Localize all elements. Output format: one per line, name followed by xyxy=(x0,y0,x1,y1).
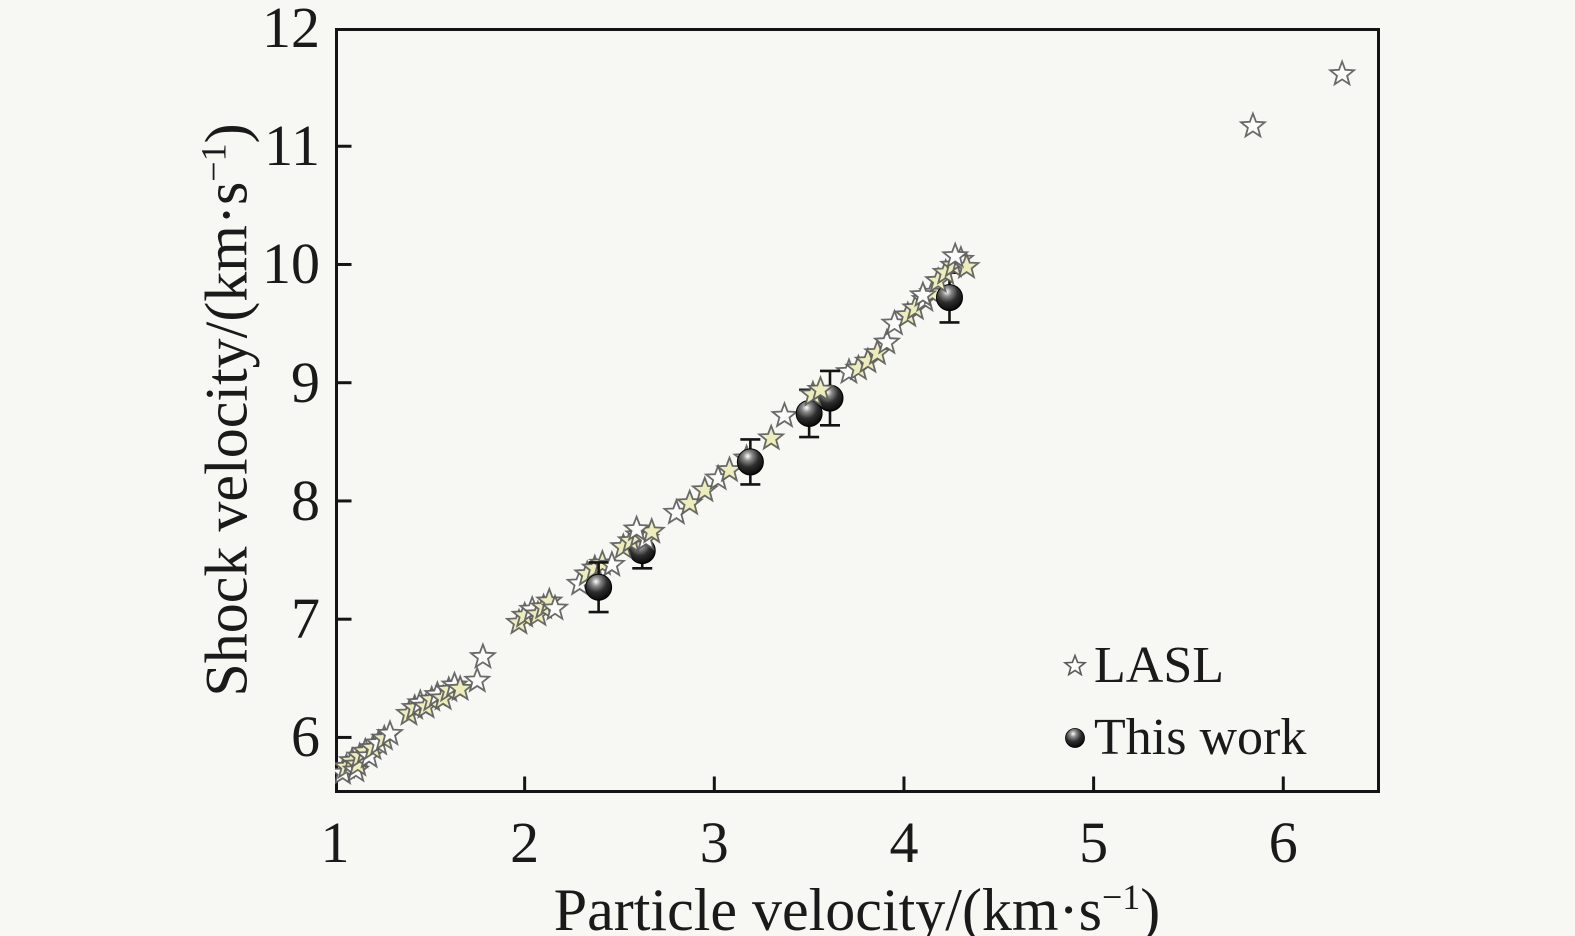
x-tick-label: 4 xyxy=(889,810,919,875)
lasl-star-marker xyxy=(940,241,970,269)
lasl-star-marker xyxy=(806,374,835,402)
x-axis-title-suffix: ) xyxy=(1140,877,1161,936)
legend-item-this-work: This work xyxy=(1062,702,1306,774)
lasl-star-marker xyxy=(1238,111,1268,139)
x-tick-label: 1 xyxy=(320,810,350,875)
lasl-star-marker xyxy=(597,549,627,577)
this-work-sphere-marker xyxy=(935,284,963,312)
y-tick-label: 9 xyxy=(291,349,320,415)
this-work-point xyxy=(585,561,613,614)
x-tick-label: 6 xyxy=(1268,810,1298,875)
legend: LASL This work xyxy=(1062,630,1306,774)
y-tick-label: 12 xyxy=(262,0,320,60)
this-work-sphere-marker xyxy=(585,573,613,601)
y-axis-title-text: Shock velocity/(km·s xyxy=(193,181,260,697)
legend-label-lasl: LASL xyxy=(1094,637,1224,694)
y-axis-title-superscript: −1 xyxy=(193,143,234,182)
lasl-star-marker xyxy=(1327,59,1357,87)
x-axis-title-superscript: −1 xyxy=(1101,877,1141,917)
legend-label-this-work: This work xyxy=(1094,709,1307,766)
lasl-star-marker xyxy=(375,718,405,747)
y-tick-label: 7 xyxy=(291,586,320,652)
y-tick-label: 6 xyxy=(291,704,320,770)
plot-border xyxy=(335,28,1380,793)
lasl-star-marker xyxy=(622,514,651,542)
lasl-series-layer1 xyxy=(335,59,1357,786)
y-tick-label: 11 xyxy=(264,113,320,179)
this-work-point xyxy=(736,438,764,486)
y-axis-title: Shock velocity/(km·s−1) xyxy=(179,123,262,696)
x-tick-label: 5 xyxy=(1079,810,1109,875)
y-axis-title-suffix: ) xyxy=(193,123,260,144)
lasl-star-marker xyxy=(445,673,475,702)
lasl-series-layer2 xyxy=(608,241,981,560)
plot-area xyxy=(335,28,1380,793)
star-icon xyxy=(1062,653,1088,677)
y-tick-label: 10 xyxy=(262,231,320,297)
lasl-star-marker xyxy=(756,423,786,451)
x-axis-title-text: Particle velocity/(km·s xyxy=(553,877,1102,936)
x-axis-title: Particle velocity/(km·s−1) xyxy=(554,862,1160,936)
x-tick-label: 2 xyxy=(510,810,540,875)
this-work-sphere-marker xyxy=(736,448,764,476)
lasl-star-marker xyxy=(770,400,799,428)
sphere-icon xyxy=(1065,728,1085,748)
lasl-star-marker xyxy=(872,327,902,355)
x-tick-label: 3 xyxy=(699,810,729,875)
y-tick-label: 8 xyxy=(291,467,320,533)
lasl-star-marker xyxy=(468,641,498,670)
lasl-star-marker xyxy=(462,665,492,693)
legend-item-lasl: LASL xyxy=(1062,630,1306,702)
lasl-star-marker xyxy=(540,593,570,621)
